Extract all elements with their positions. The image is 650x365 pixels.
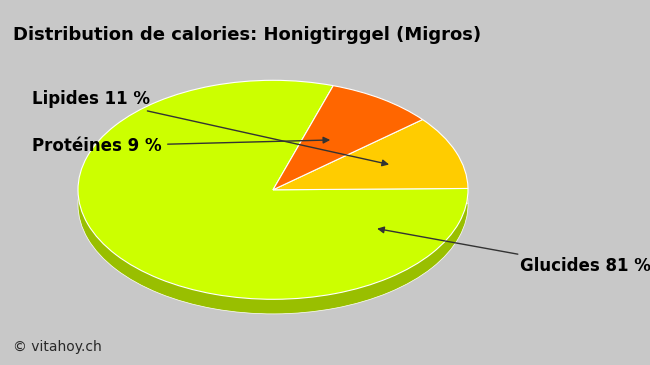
Wedge shape [78,80,468,299]
Wedge shape [273,134,468,204]
Text: Protéines 9 %: Protéines 9 % [32,137,329,155]
Text: © vitahoy.ch: © vitahoy.ch [13,340,102,354]
Text: Lipides 11 %: Lipides 11 % [32,89,387,166]
Wedge shape [273,119,468,190]
Wedge shape [273,86,422,190]
Text: Distribution de calories: Honigtirggel (Migros): Distribution de calories: Honigtirggel (… [13,26,481,43]
Wedge shape [273,100,422,204]
Text: Glucides 81 %: Glucides 81 % [378,227,650,276]
Wedge shape [78,95,468,314]
